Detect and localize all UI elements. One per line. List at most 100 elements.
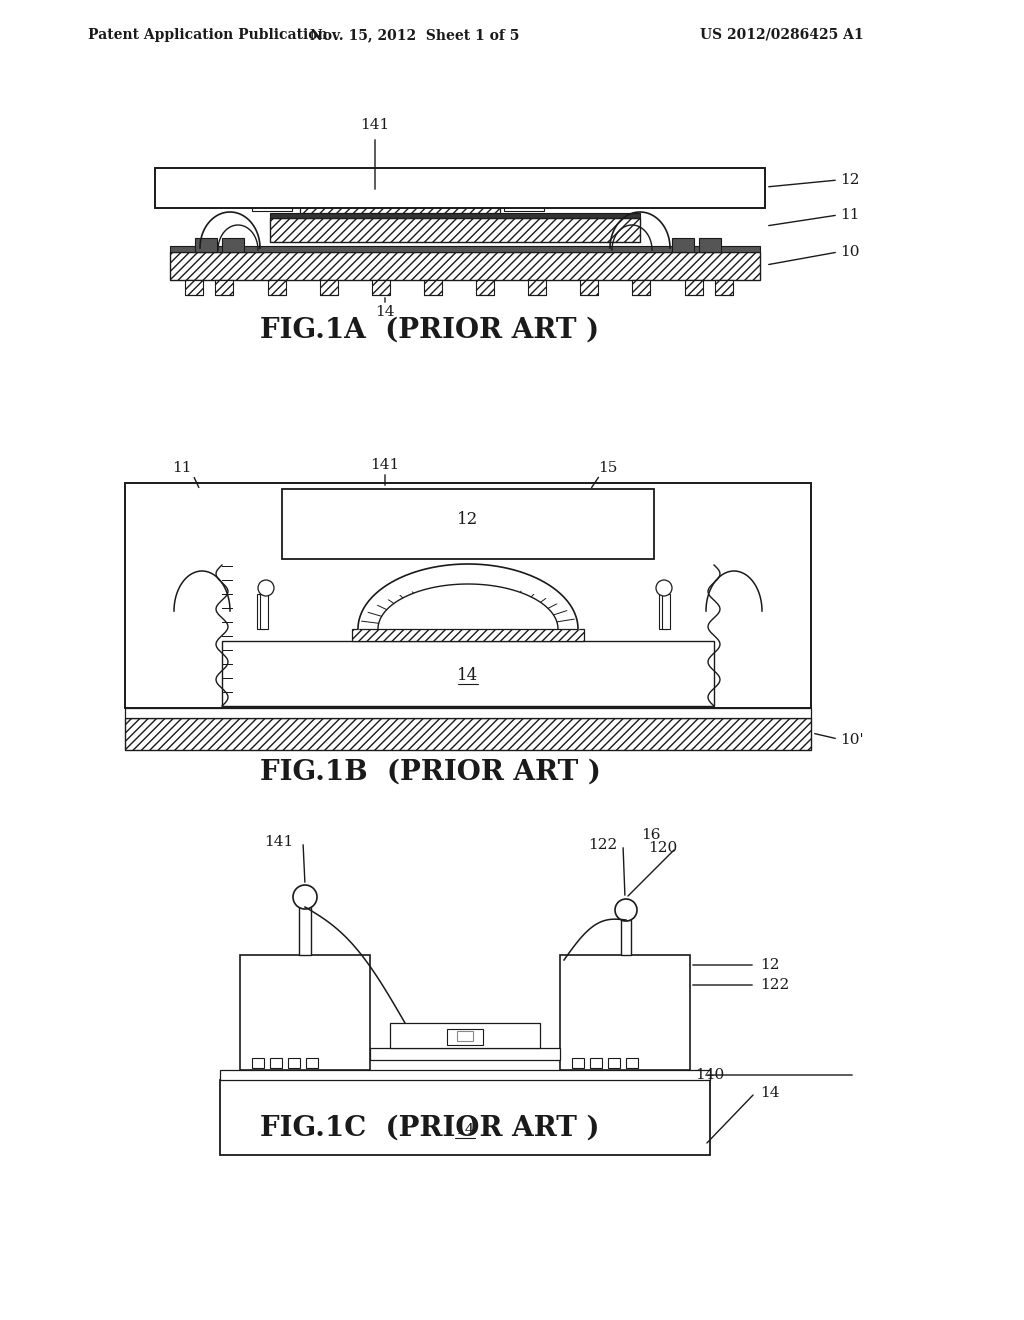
Point [134, 504, 151, 525]
Point [557, 535, 573, 556]
Point [442, 496, 459, 517]
Point [760, 606, 776, 627]
Point [371, 532, 387, 553]
Point [162, 519, 178, 540]
Point [738, 572, 755, 593]
Point [211, 479, 227, 500]
Point [359, 523, 376, 544]
Point [768, 619, 784, 640]
Point [464, 533, 480, 554]
Point [210, 581, 226, 602]
Point [777, 517, 794, 539]
Point [420, 540, 436, 561]
Point [715, 638, 731, 659]
Point [156, 639, 172, 660]
Point [782, 543, 799, 564]
Point [684, 483, 700, 504]
Point [159, 529, 175, 550]
Point [733, 612, 750, 634]
Point [157, 524, 173, 545]
Point [731, 587, 748, 609]
Point [775, 586, 792, 607]
Point [184, 527, 201, 548]
Point [683, 479, 699, 500]
Point [132, 590, 148, 611]
Bar [390, 1023, 540, 1048]
Point [130, 607, 146, 628]
Point [219, 544, 236, 565]
Point [197, 527, 213, 548]
Point [255, 528, 271, 549]
Point [150, 684, 166, 705]
Point [152, 577, 168, 598]
Point [774, 690, 791, 711]
Point [429, 527, 445, 548]
Point [796, 583, 812, 605]
Point [545, 490, 561, 511]
Point [253, 519, 269, 540]
Point [194, 680, 210, 701]
Point [346, 487, 362, 508]
Point [291, 496, 307, 517]
Point [286, 486, 302, 507]
Point [283, 539, 299, 560]
Point [728, 678, 744, 700]
Point [182, 562, 199, 583]
Text: 11: 11 [840, 209, 859, 222]
Point [784, 537, 801, 558]
Point [199, 602, 215, 623]
Point [131, 643, 147, 664]
Point [471, 491, 487, 512]
Point [185, 676, 202, 697]
Point [660, 503, 677, 524]
Point [181, 539, 198, 560]
Point [304, 536, 321, 557]
Point [719, 483, 735, 504]
Point [495, 519, 511, 540]
Point [743, 619, 760, 640]
Point [557, 541, 573, 562]
Point [792, 680, 808, 701]
Point [732, 587, 749, 609]
Point [750, 656, 766, 677]
Point [304, 487, 321, 508]
Point [254, 532, 270, 553]
Point [738, 669, 755, 690]
Point [195, 647, 211, 668]
Point [745, 513, 762, 535]
Point [175, 597, 191, 618]
Point [617, 507, 634, 528]
Point [450, 520, 466, 541]
Point [505, 480, 521, 502]
Point [713, 647, 729, 668]
Point [719, 586, 735, 607]
Point [285, 488, 301, 510]
Text: Patent Application Publication: Patent Application Publication [88, 28, 328, 42]
Point [193, 585, 209, 606]
Point [574, 483, 591, 504]
Point [728, 586, 744, 607]
Point [534, 520, 550, 541]
Point [302, 545, 318, 566]
Point [339, 494, 355, 515]
Point [431, 545, 447, 566]
Point [129, 677, 145, 698]
Point [562, 504, 579, 525]
Point [732, 490, 749, 511]
Point [292, 535, 308, 556]
Point [578, 484, 594, 506]
Point [622, 532, 638, 553]
Point [529, 503, 546, 524]
Point [780, 562, 797, 583]
Point [431, 528, 447, 549]
Point [499, 525, 515, 546]
Point [515, 540, 531, 561]
Point [297, 492, 313, 513]
Point [476, 537, 493, 558]
Point [670, 523, 686, 544]
Point [126, 671, 142, 692]
Point [370, 540, 386, 561]
Point [166, 508, 182, 529]
Point [258, 479, 274, 500]
Point [775, 508, 792, 529]
